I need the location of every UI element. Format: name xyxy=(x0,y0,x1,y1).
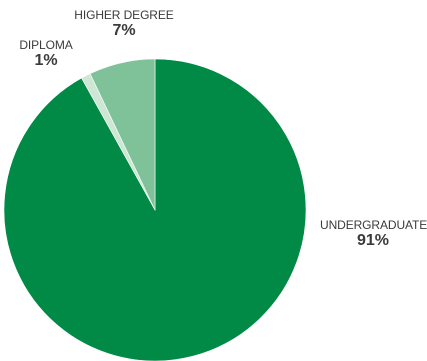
undergraduate-label: UNDERGRADUATE 91% xyxy=(320,218,427,249)
diploma-label-name: DIPLOMA xyxy=(19,38,73,52)
undergraduate-label-name: UNDERGRADUATE xyxy=(320,218,427,232)
undergraduate-label-percent: 91% xyxy=(356,231,390,249)
higher-degree-label-percent: 7% xyxy=(112,21,136,39)
pie-slice-higher-degree xyxy=(89,58,156,211)
diploma-label-percent: 1% xyxy=(34,51,58,69)
higher-degree-label: HIGHER DEGREE 7% xyxy=(72,9,176,39)
higher-degree-label-name: HIGHER DEGREE xyxy=(74,8,174,22)
diploma-label: DIPLOMA 1% xyxy=(6,39,86,69)
